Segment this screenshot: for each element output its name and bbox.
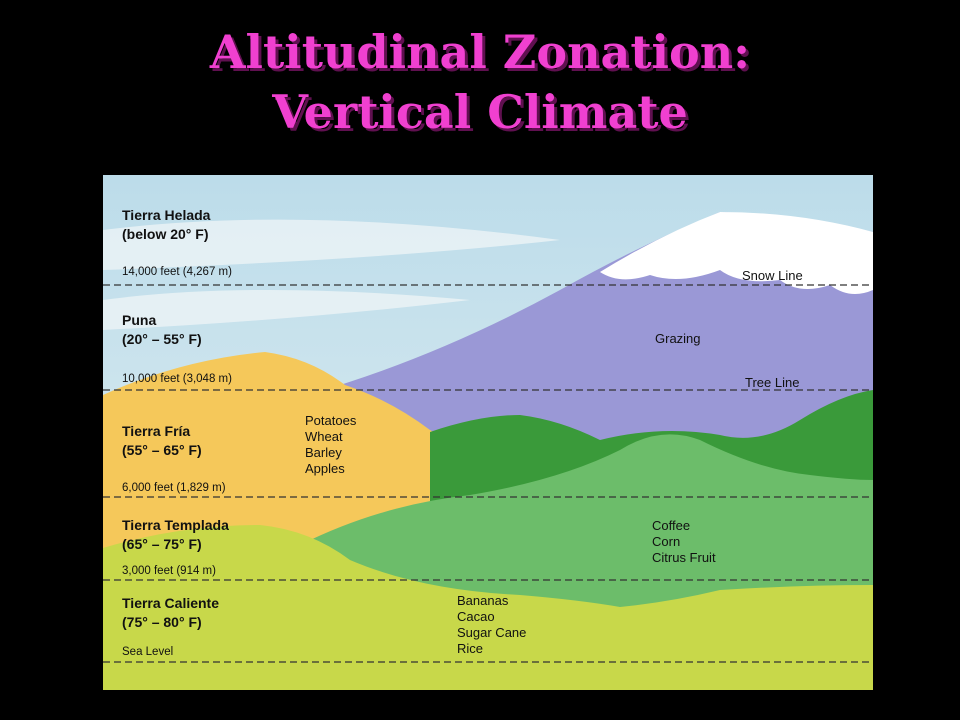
zone-temp: (65° – 75° F) — [122, 536, 202, 552]
zone-temp: (below 20° F) — [122, 226, 209, 242]
crop-label: Rice — [457, 641, 483, 656]
crop-label: Wheat — [305, 429, 343, 444]
elevation-label: 14,000 feet (4,267 m) — [122, 266, 232, 278]
elevation-label: Sea Level — [122, 646, 173, 658]
elevation-label: 10,000 feet (3,048 m) — [122, 373, 232, 385]
crop-label: Coffee — [652, 518, 690, 533]
crop-label: Barley — [305, 445, 342, 460]
tree-line-label: Tree Line — [745, 375, 799, 390]
crop-label: Potatoes — [305, 413, 357, 428]
zone-name: Tierra Helada — [122, 207, 211, 223]
zone-name: Tierra Fría — [122, 423, 190, 439]
elevation-label: 6,000 feet (1,829 m) — [122, 482, 226, 494]
zone-temp: (55° – 65° F) — [122, 442, 202, 458]
title-line: Vertical Climate — [272, 85, 688, 139]
crop-label: Cacao — [457, 609, 495, 624]
crop-label: Sugar Cane — [457, 625, 526, 640]
zone-name: Tierra Templada — [122, 517, 229, 533]
zone-name: Tierra Caliente — [122, 595, 219, 611]
zone-name: Puna — [122, 312, 156, 328]
snow-cap — [600, 212, 873, 294]
crop-label: Bananas — [457, 593, 509, 608]
title-line: Altitudinal Zonation: — [209, 25, 751, 79]
lowland — [103, 525, 873, 690]
elevation-label: 3,000 feet (914 m) — [122, 565, 216, 577]
crop-label: Apples — [305, 461, 345, 476]
crop-label: Corn — [652, 534, 680, 549]
zone-temp: (20° – 55° F) — [122, 331, 202, 347]
snow-line-label: Snow Line — [742, 268, 803, 283]
clouds — [103, 219, 560, 330]
zone-temp: (75° – 80° F) — [122, 614, 202, 630]
crop-label: Citrus Fruit — [652, 550, 716, 565]
title: Altitudinal Zonation: Vertical Climate — [0, 22, 960, 142]
grazing-label: Grazing — [655, 331, 701, 346]
